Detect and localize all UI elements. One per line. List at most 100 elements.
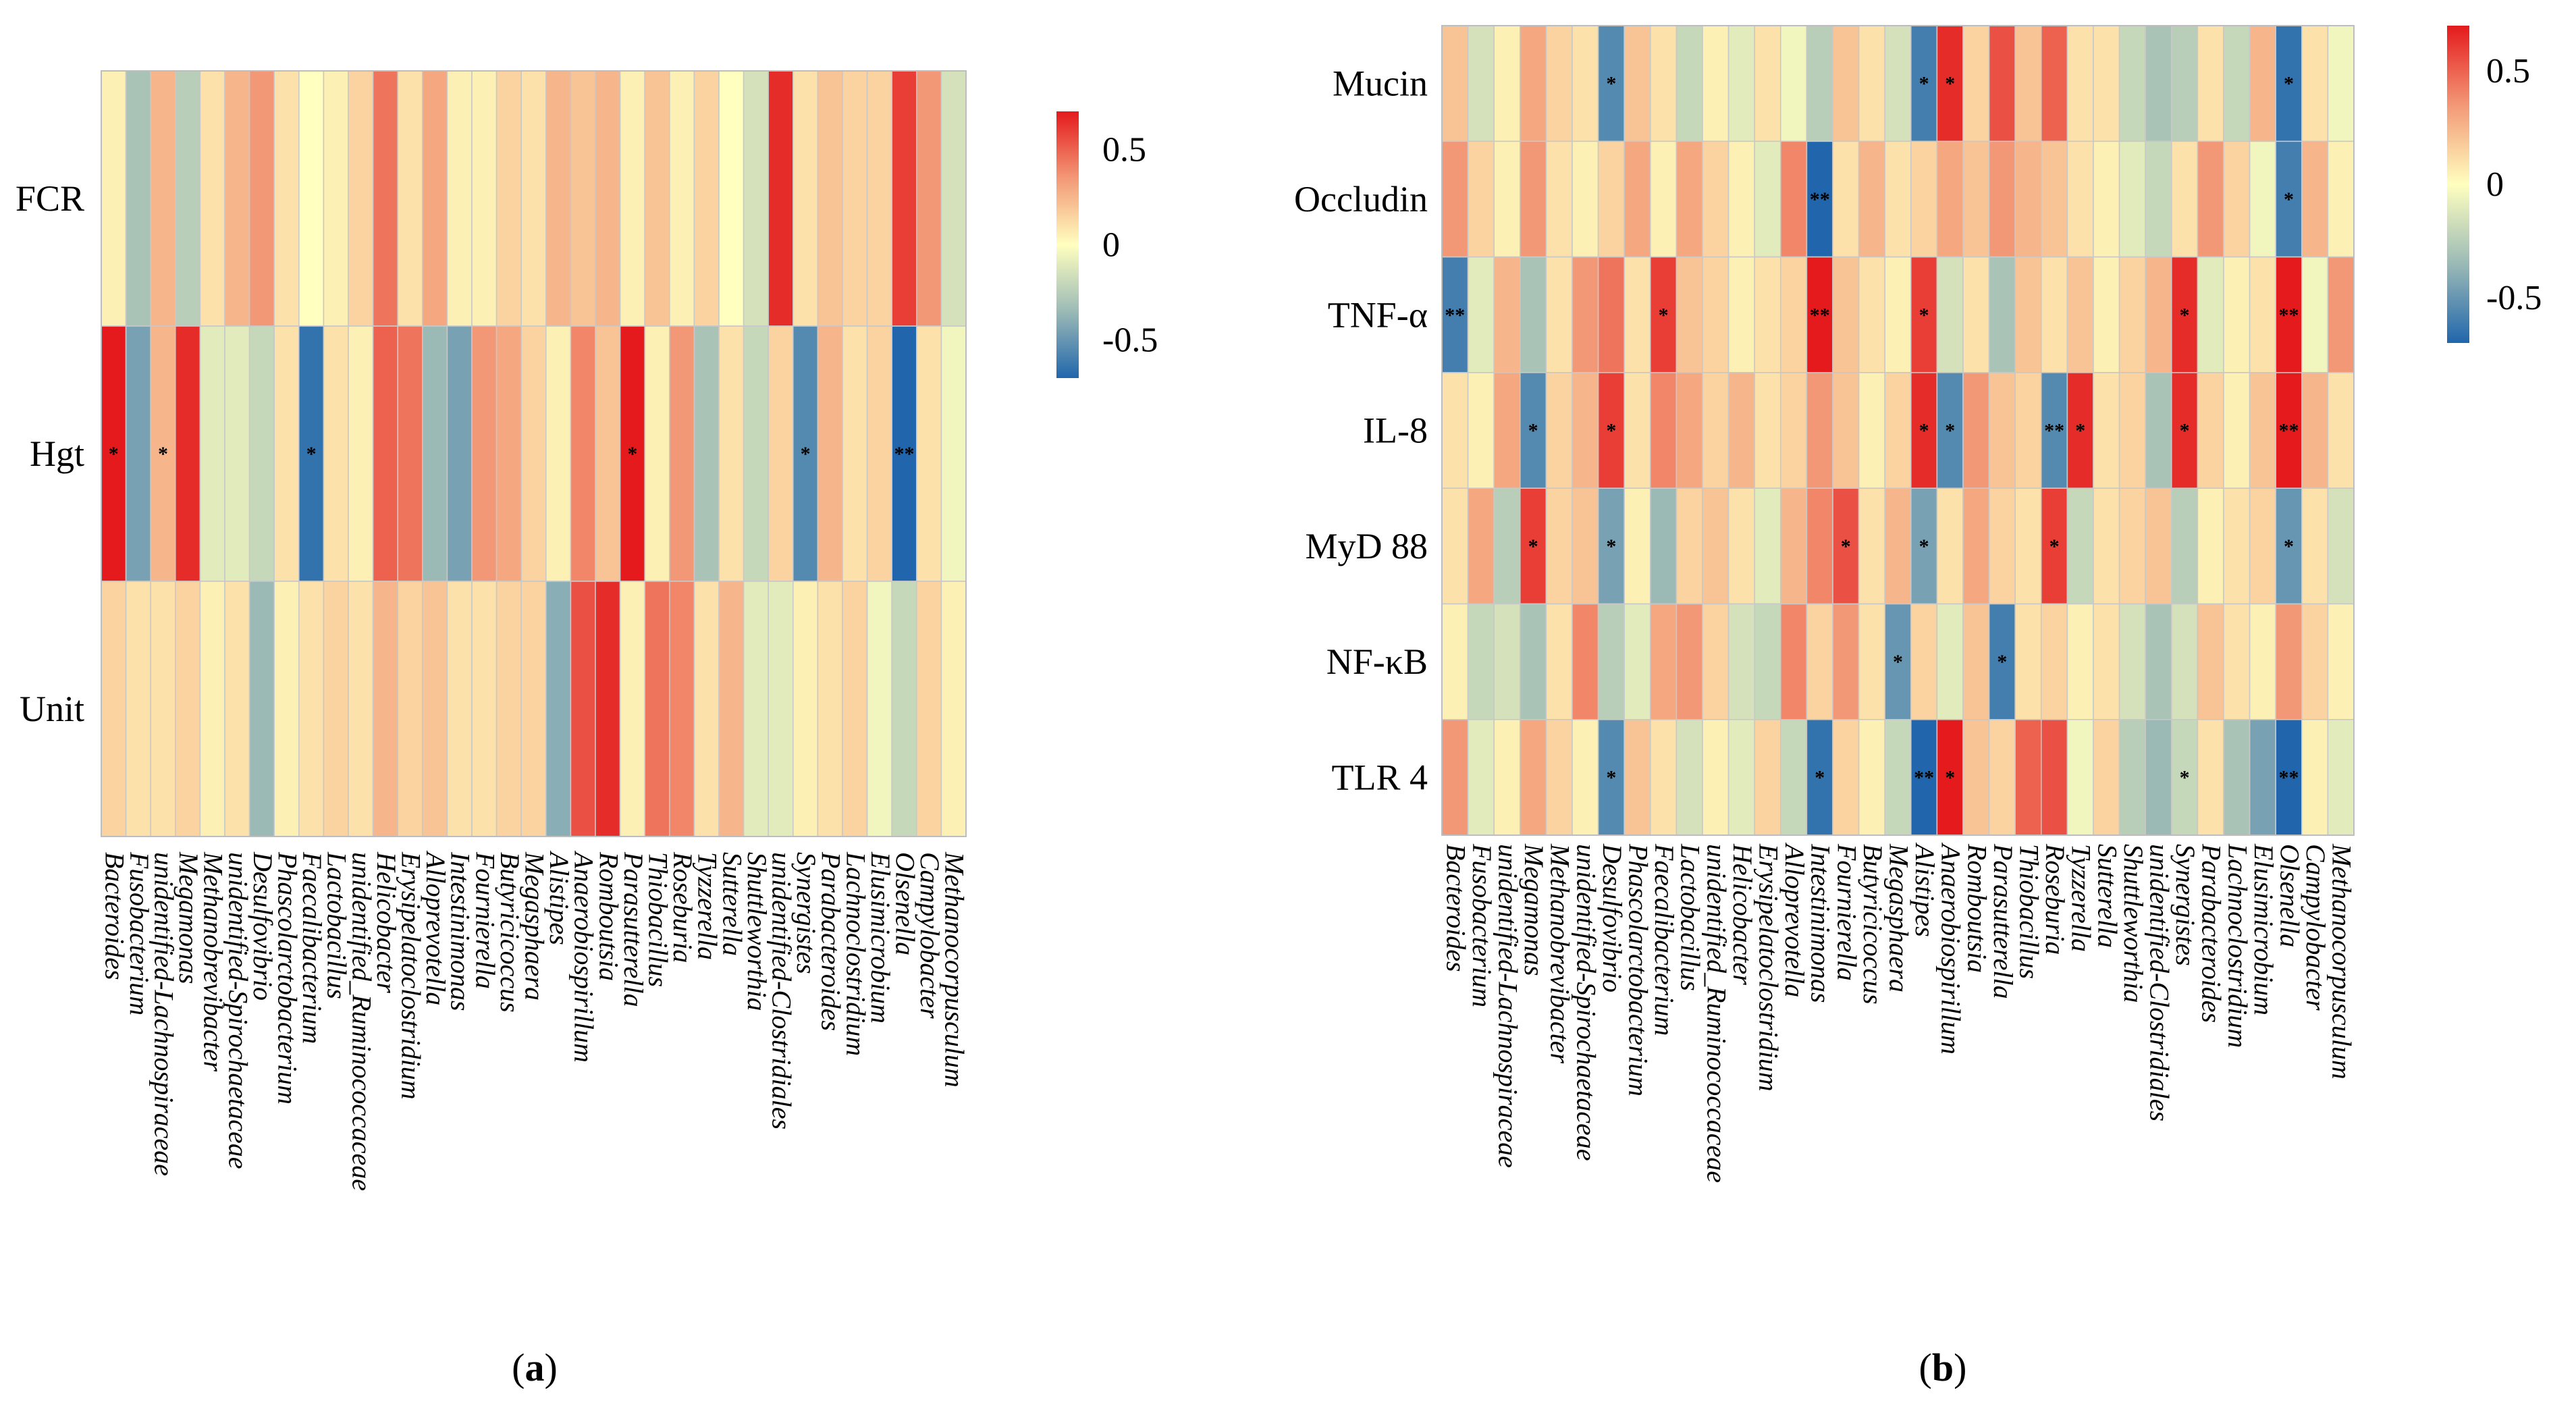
heatmap-cell (1832, 603, 1860, 720)
column-label: Desulfovibrio (1597, 843, 1628, 992)
heatmap-cell (595, 70, 621, 327)
heatmap-cell (1702, 487, 1729, 605)
heatmap-cell (2327, 372, 2355, 489)
heatmap-cell (1545, 719, 1573, 836)
heatmap-cell (2145, 25, 2172, 142)
heatmap-cell (1441, 372, 1469, 489)
heatmap-cell (2014, 140, 2042, 258)
heatmap-cell (817, 325, 843, 582)
heatmap-cell (2249, 372, 2277, 489)
heatmap-cell (1936, 372, 1964, 489)
heatmap-cell (101, 581, 127, 837)
significance-marker: * (1919, 304, 1929, 326)
heatmap-cell (298, 581, 325, 837)
heatmap-cell (1806, 25, 1833, 142)
column-label: Butyricicoccus (1858, 844, 1888, 1005)
column-label: Erysipelatoclostridium (1754, 843, 1784, 1092)
colorbar (1056, 111, 1079, 378)
heatmap-cell (2093, 25, 2120, 142)
heatmap-cell (1545, 25, 1573, 142)
colorbar-tick-label: -0.5 (2486, 279, 2542, 317)
heatmap-cell (1441, 487, 1469, 605)
row-label: NF-κB (1326, 641, 1428, 682)
heatmap-cell (1441, 719, 1469, 836)
column-label: Elusimicrobium (865, 851, 896, 1023)
heatmap-cell (940, 70, 967, 327)
significance-marker: ** (2279, 766, 2299, 789)
heatmap-cell (1910, 719, 1938, 836)
heatmap-cell (2066, 25, 2094, 142)
heatmap-cell (1650, 372, 1678, 489)
significance-marker: ** (894, 443, 915, 465)
heatmap-cell (1702, 25, 1729, 142)
column-label: Methanocorpusculum (940, 851, 970, 1088)
heatmap-cell (1441, 603, 1469, 720)
heatmap-cell (421, 581, 448, 837)
heatmap-cell (1675, 487, 1703, 605)
heatmap-cell (2327, 25, 2355, 142)
heatmap-cell (101, 325, 127, 582)
heatmap-cell (2301, 140, 2329, 258)
heatmap-cell (1832, 256, 1860, 373)
heatmap-cell (1545, 140, 1573, 258)
heatmap-cell (718, 325, 745, 582)
heatmap-cell (1597, 256, 1626, 373)
heatmap-cell (1493, 719, 1521, 836)
heatmap-cell (1727, 719, 1756, 836)
heatmap-cell (1520, 487, 1547, 605)
heatmap-cell (2171, 487, 2199, 605)
heatmap-cell (916, 325, 942, 582)
significance-marker: * (2180, 304, 2190, 326)
heatmap-cell (866, 70, 892, 327)
heatmap-cell (1910, 140, 1938, 258)
heatmap-cell (520, 325, 547, 582)
significance-marker: ** (2279, 420, 2299, 442)
column-label: Phascolarctobacterium (1624, 843, 1654, 1096)
significance-marker: * (2284, 73, 2294, 95)
heatmap-cell (2249, 256, 2277, 373)
column-label: Shuttleworthia (742, 852, 772, 1011)
row-label: Unit (20, 689, 84, 729)
heatmap-cell (323, 70, 349, 327)
heatmap-cell (471, 70, 498, 327)
heatmap-cell (2197, 487, 2224, 605)
heatmap-cell (1754, 140, 1781, 258)
heatmap-cell (2041, 256, 2068, 373)
heatmap-cell (397, 70, 423, 327)
heatmap-cell (2041, 25, 2068, 142)
heatmap-cell (1727, 487, 1756, 605)
column-label: Olsenella (2275, 844, 2305, 947)
column-label: Romboutsia (1962, 843, 1992, 973)
significance-marker: * (801, 443, 811, 465)
heatmap-cell (718, 581, 745, 837)
column-label: Phascolarctobacterium (273, 851, 303, 1105)
column-label: Fusobacterium (1467, 843, 1497, 1007)
heatmap-cell (1624, 487, 1651, 605)
heatmap-cell (174, 70, 201, 327)
heatmap-cell (2301, 256, 2329, 373)
heatmap-cell (2223, 487, 2251, 605)
heatmap-cell (2171, 256, 2199, 373)
significance-marker: * (1606, 420, 1616, 442)
significance-marker: * (2284, 188, 2294, 211)
heatmap-cell (1754, 372, 1781, 489)
heatmap-cell (2041, 487, 2068, 605)
heatmap-cell (668, 70, 695, 327)
heatmap-cell (2014, 719, 2042, 836)
heatmap-cell (595, 325, 621, 582)
column-label: Shuttleworthia (2118, 844, 2149, 1003)
heatmap-cell (2197, 603, 2224, 720)
heatmap-cell (570, 70, 596, 327)
heatmap-cell (1441, 25, 1469, 142)
heatmap-cell (1702, 140, 1729, 258)
significance-marker: * (2180, 420, 2190, 442)
heatmap-cell (2249, 25, 2277, 142)
heatmap-cell (2275, 372, 2303, 489)
column-label: Faecalibacterium (1649, 843, 1680, 1036)
significance-marker: * (2049, 535, 2060, 558)
heatmap-cell (1780, 487, 1808, 605)
heatmap-cell (1572, 487, 1599, 605)
significance-marker: * (1945, 420, 1955, 442)
column-label: unidentified_Ruminococcaceae (1701, 844, 1732, 1183)
heatmap-cell (1884, 719, 1912, 836)
